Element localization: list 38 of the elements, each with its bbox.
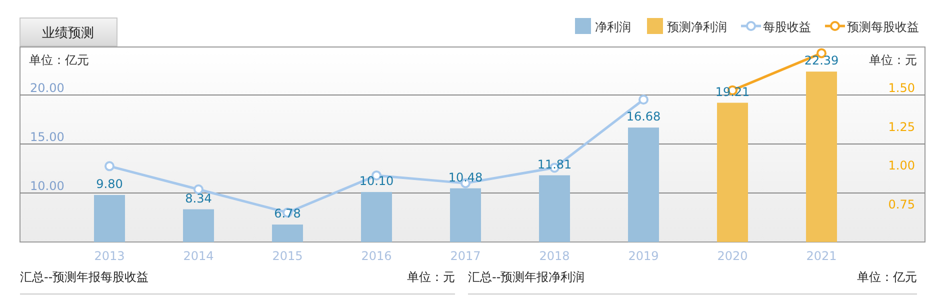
- x-tick-label: 2013: [94, 249, 125, 263]
- y2-tick-label: 1.25: [888, 120, 915, 134]
- legend-label: 净利润: [595, 20, 631, 34]
- data-label: 9.80: [96, 176, 123, 191]
- legend-label: 每股收益: [763, 20, 811, 34]
- data-label: 22.39: [804, 54, 839, 68]
- y2-tick-label: 1.50: [888, 81, 915, 96]
- x-tick-label: 2017: [450, 249, 481, 263]
- data-label: 10.48: [448, 170, 483, 184]
- y2-tick-label: 0.75: [888, 197, 915, 212]
- y-tick-label: 10.00: [30, 179, 64, 194]
- text: 单位：亿元: [857, 270, 917, 284]
- data-label: 6.78: [274, 206, 301, 221]
- legend-label: 预测每股收益: [847, 20, 919, 34]
- text: 单位：元: [407, 270, 455, 284]
- x-tick-label: 2016: [361, 249, 392, 263]
- y-tick-label: 20.00: [30, 81, 64, 96]
- point: [194, 184, 204, 194]
- point: [638, 94, 648, 105]
- y-axis-title: 单位：亿元: [29, 53, 89, 67]
- y-tick-label: 15.00: [30, 130, 64, 144]
- x-tick-label: 2021: [806, 249, 837, 263]
- legend-label: 预测净利润: [667, 20, 727, 34]
- text: 汇总--预测年报净利润: [468, 270, 585, 284]
- x-tick-label: 2019: [628, 249, 659, 263]
- x-tick-label: 2015: [272, 249, 303, 263]
- x-tick-label: 2018: [539, 249, 570, 263]
- data-label: 10.10: [359, 174, 394, 188]
- x-tick-label: 2020: [717, 249, 748, 263]
- point: [104, 161, 114, 172]
- chart-title: 业绩预测: [42, 26, 94, 41]
- x-tick-label: 2014: [183, 249, 214, 263]
- y2-axis-title: 单位：元: [869, 53, 917, 67]
- y2-tick-label: 1.00: [888, 158, 915, 173]
- data-label: 16.68: [626, 110, 661, 124]
- data-label: 11.81: [537, 157, 572, 172]
- data-label: 8.34: [185, 191, 212, 206]
- text: 汇总--预测年报每股收益: [20, 270, 149, 284]
